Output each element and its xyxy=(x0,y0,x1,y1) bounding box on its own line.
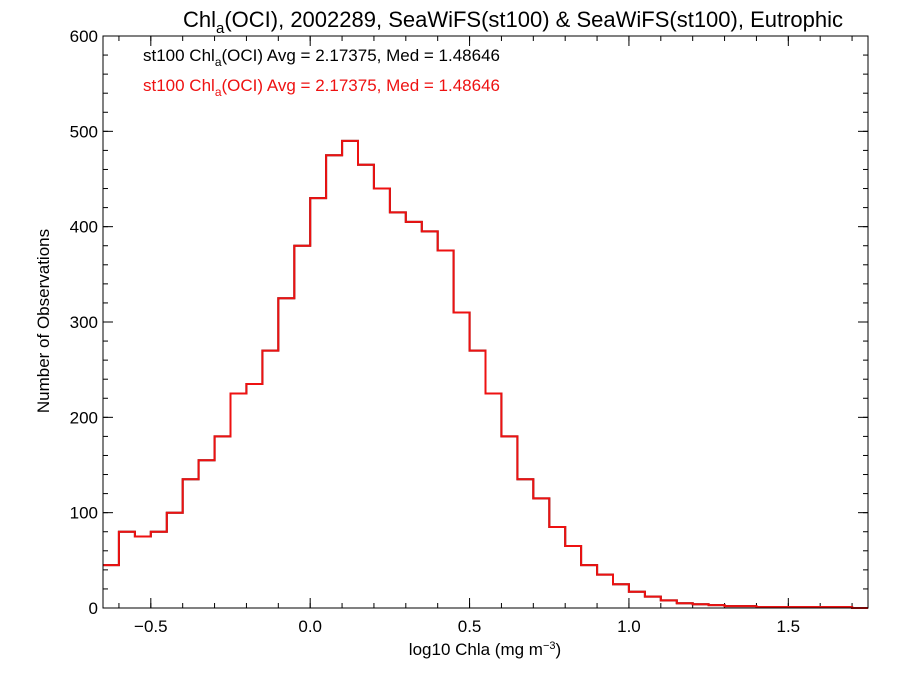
x-axis-label: log10 Chla (mg m−3) xyxy=(409,640,561,659)
chart-title: Chla(OCI), 2002289, SeaWiFS(st100) & Sea… xyxy=(183,7,843,37)
x-tick-label: 1.0 xyxy=(617,617,641,636)
annotation-red: st100 Chla(OCI) Avg = 2.17375, Med = 1.4… xyxy=(143,76,500,99)
tick-labels: −0.5 0.0 0.5 1.0 1.5 0 100 200 300 400 500 600 xyxy=(70,27,801,636)
annotation-red-pre: st100 Chl xyxy=(143,76,215,95)
chart-title-pre: Chl xyxy=(183,7,216,32)
axis-ticks xyxy=(103,35,868,609)
annotation-black-sub: a xyxy=(215,55,222,69)
annotation-black: st100 Chla(OCI) Avg = 2.17375, Med = 1.4… xyxy=(143,46,500,69)
x-axis-label-post: ) xyxy=(556,640,562,659)
x-axis-label-sup: −3 xyxy=(543,640,556,652)
y-tick-label: 500 xyxy=(70,122,98,141)
chart-title-post: (OCI), 2002289, SeaWiFS(st100) & SeaWiFS… xyxy=(224,7,843,32)
annotation-black-post: (OCI) Avg = 2.17375, Med = 1.48646 xyxy=(222,46,500,65)
annotation-red-sub: a xyxy=(215,85,222,99)
y-tick-label: 0 xyxy=(89,599,98,618)
y-tick-label: 600 xyxy=(70,27,98,46)
plot-frame xyxy=(102,35,869,609)
y-tick-label: 100 xyxy=(70,504,98,523)
series-layer xyxy=(103,139,868,609)
chart-title-sub: a xyxy=(216,20,225,37)
x-tick-label: −0.5 xyxy=(134,617,168,636)
y-tick-label: 200 xyxy=(70,408,98,427)
x-tick-label: 0.5 xyxy=(458,617,482,636)
x-axis-label-pre: log10 Chla (mg m xyxy=(409,640,543,659)
annotation-black-pre: st100 Chl xyxy=(143,46,215,65)
x-tick-label: 0.0 xyxy=(298,617,322,636)
x-tick-label: 1.5 xyxy=(776,617,800,636)
y-tick-label: 300 xyxy=(70,313,98,332)
y-axis-label: Number of Observations xyxy=(34,229,53,413)
y-tick-label: 400 xyxy=(70,218,98,237)
annotation-red-post: (OCI) Avg = 2.17375, Med = 1.48646 xyxy=(222,76,500,95)
series-line-1 xyxy=(103,139,868,609)
